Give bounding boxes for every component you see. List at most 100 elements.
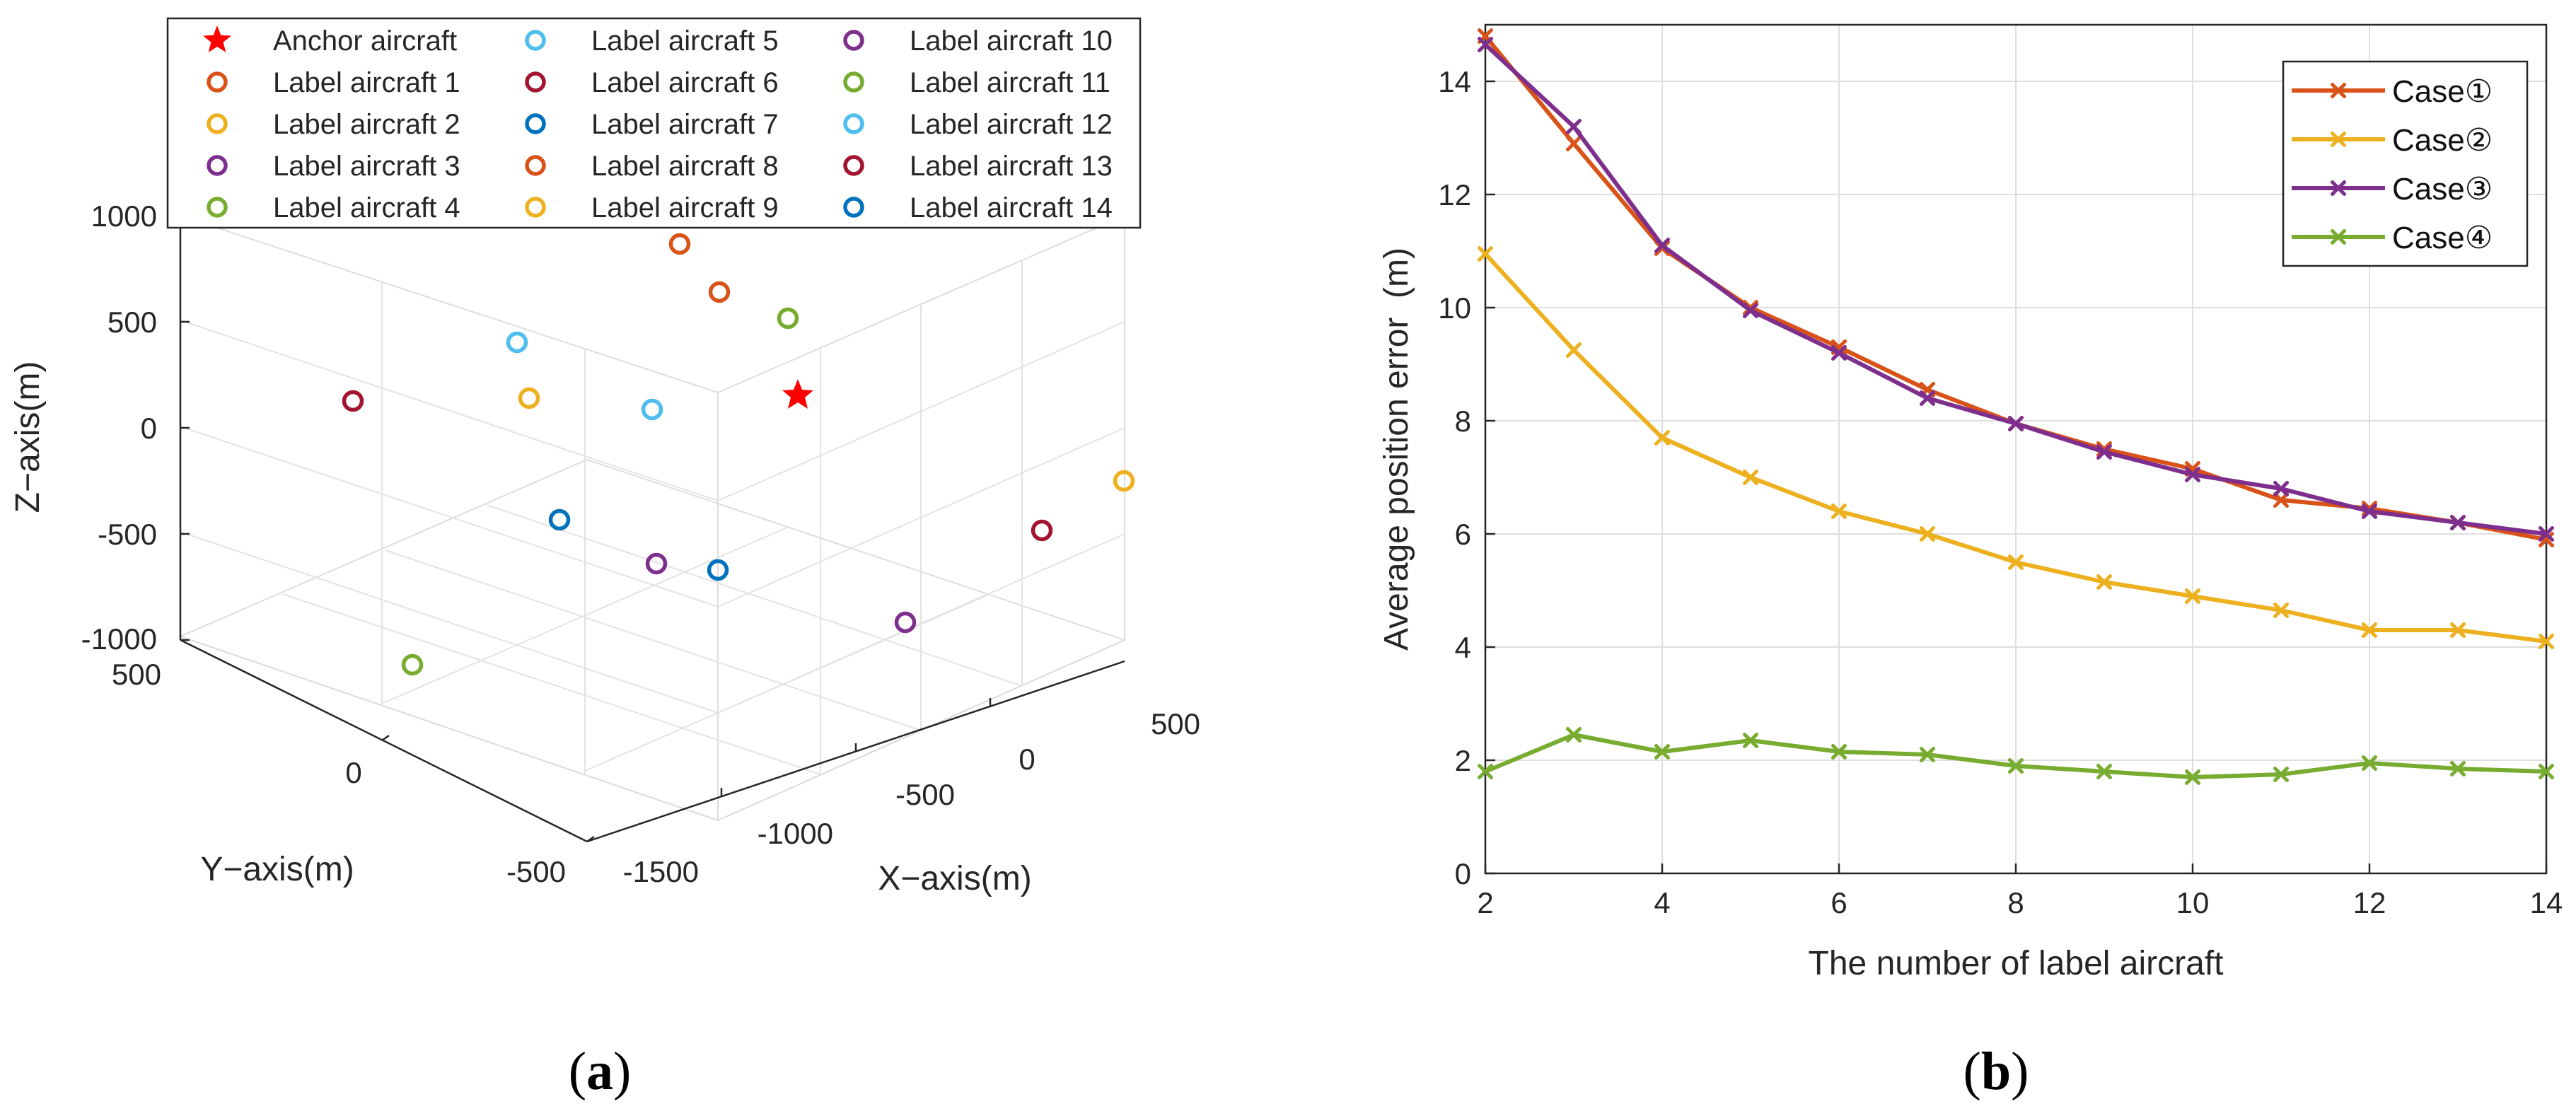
b-y-tick: 0 [1455, 857, 1471, 890]
label-aircraft-2-marker [518, 387, 540, 409]
b-data-point [2273, 603, 2289, 618]
a-legend-circle-marker [843, 113, 864, 134]
b-data-point [1478, 764, 1493, 779]
b-data-point [2362, 622, 2377, 638]
a-legend-circle-marker [843, 197, 864, 218]
b-data-point [1566, 119, 1582, 134]
b-data-point [2539, 526, 2554, 542]
a-legend-label: Label aircraft 11 [910, 67, 1110, 98]
a-legend-circle-marker [525, 71, 546, 93]
a-legend-item: Label aircraft 5 [525, 25, 779, 57]
b-legend-label: Case④ [2392, 221, 2493, 255]
b-data-point [2096, 764, 2112, 779]
a-x-tick: -1500 [623, 855, 699, 888]
a-legend-item: Label aircraft 3 [207, 151, 460, 182]
b-x-tick: 10 [2176, 886, 2210, 919]
a-y-tick-labels: 500 0 -500 [112, 658, 566, 888]
a-z-tick: 0 [141, 412, 157, 445]
a-legend-circle-marker [525, 30, 546, 51]
b-x-tick: 4 [1654, 886, 1670, 919]
b-data-point [2450, 761, 2466, 776]
label-aircraft-5-marker [506, 331, 528, 354]
a-y-tick: 0 [345, 756, 361, 789]
a-legend-circle-marker [843, 30, 864, 51]
b-data-point [2096, 574, 2112, 590]
label-aircraft-4-marker [401, 653, 424, 676]
b-data-point [1654, 430, 1670, 446]
a-y-tick: -500 [506, 855, 566, 888]
a-x-tick: 500 [1151, 707, 1200, 740]
b-legend-item: Case③ [2292, 172, 2493, 207]
a-legend-item: Label aircraft 7 [525, 109, 779, 140]
b-data-point [2273, 492, 2289, 508]
b-data-point [1478, 246, 1493, 262]
a-legend-label: Label aircraft 1 [273, 67, 460, 98]
b-y-tick: 8 [1455, 405, 1471, 438]
label-aircraft-9-marker [1113, 470, 1135, 492]
b-y-tick: 6 [1455, 518, 1471, 551]
b-data-point [1566, 342, 1582, 358]
b-data-point [1920, 390, 1935, 406]
b-data-point [1831, 744, 1847, 760]
a-legend-item: Anchor aircraft [203, 25, 457, 57]
a-legend-label: Label aircraft 8 [591, 151, 779, 182]
b-data-point [2008, 416, 2024, 431]
label-aircraft-10-marker [894, 611, 917, 634]
a-z-tick-labels: 1000 500 0 -500 -1000 [81, 199, 157, 656]
a-legend-label: Label aircraft 9 [591, 192, 779, 223]
b-legend-items: Case① Case② Case③ Case④ [2292, 74, 2493, 255]
a-legend-label: Label aircraft 6 [591, 67, 779, 98]
a-legend-item: Label aircraft 2 [207, 109, 460, 140]
b-series-4 [1478, 727, 2554, 785]
label-aircraft-13-marker [1031, 519, 1053, 542]
a-z-tick: 500 [108, 306, 157, 339]
b-legend-item: Case② [2292, 123, 2493, 158]
b-data-point [2008, 758, 2024, 774]
caption-b: (b) [1963, 1042, 2029, 1101]
panel-a-3d-scatter: 1000 500 0 -500 -1000 500 0 -500 -1500 -… [9, 17, 1200, 897]
b-data-point [2539, 634, 2554, 649]
b-data-point [1654, 744, 1670, 760]
b-y-tick: 2 [1455, 744, 1471, 777]
a-grid-lines [178, 214, 1127, 822]
a-z-axis-label: Z−axis(m) [9, 361, 47, 513]
a-legend-circle-marker [207, 197, 228, 218]
b-x-tick: 12 [2353, 886, 2386, 919]
b-series-3 [1478, 37, 2554, 542]
b-x-axis-label: The number of label aircraft [1809, 945, 2224, 982]
a-legend-circle-marker [525, 197, 546, 218]
a-x-tick-labels: -1500 -1000 -500 0 500 [623, 707, 1200, 888]
a-legend-items: Anchor aircraft Label aircraft 1 Label air… [203, 25, 1113, 223]
b-data-point [2273, 767, 2289, 782]
b-data-point [2273, 481, 2289, 496]
label-aircraft-6-marker [342, 390, 364, 412]
b-data-point [1920, 747, 1935, 762]
a-legend-label: Label aircraft 4 [273, 192, 460, 223]
b-legend-label: Case② [2392, 123, 2493, 158]
a-legend-label: Label aircraft 10 [910, 25, 1113, 57]
b-data-point [2362, 755, 2377, 771]
a-legend-item: Label aircraft 4 [207, 192, 460, 223]
b-y-tick: 4 [1455, 631, 1471, 664]
a-y-axis-label: Y−axis(m) [200, 851, 354, 888]
caption-a-text: (a) [569, 1042, 632, 1101]
label-aircraft-8-marker [668, 233, 691, 255]
a-x-tick: 0 [1019, 743, 1035, 776]
a-z-tick: -500 [98, 518, 157, 551]
b-y-tick: 10 [1438, 291, 1471, 325]
b-data-point [2539, 764, 2554, 779]
b-data-point [2185, 467, 2200, 482]
a-legend-label: Label aircraft 3 [273, 151, 460, 182]
b-legend: Case① Case② Case③ Case④ [2282, 60, 2529, 267]
b-y-axis-label: Average position error (m) [1378, 248, 1415, 651]
a-legend-circle-marker [525, 113, 546, 134]
a-legend-label: Label aircraft 7 [591, 109, 779, 140]
b-legend-label: Case① [2392, 74, 2493, 109]
a-legend-item: Label aircraft 8 [525, 151, 779, 182]
a-legend-item: Label aircraft 10 [843, 25, 1113, 57]
caption-b-text: (b) [1963, 1042, 2029, 1101]
b-legend-item: Case④ [2292, 221, 2493, 255]
a-data-points [342, 233, 1135, 676]
